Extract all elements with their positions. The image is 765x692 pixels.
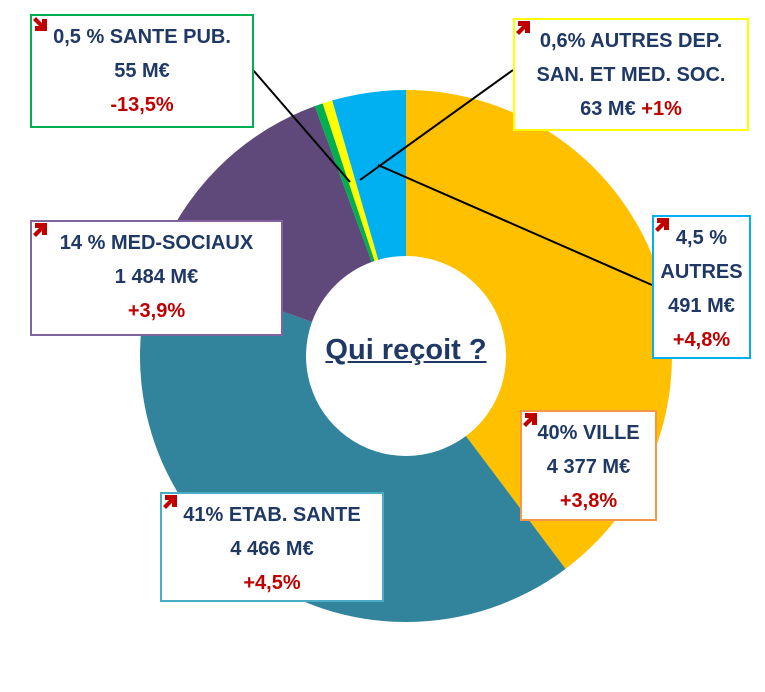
change-value: +4,8% bbox=[672, 329, 731, 351]
value-label: 0,6% bbox=[539, 30, 586, 52]
value-label: 41% bbox=[183, 504, 224, 526]
amount: 491 M€ bbox=[668, 295, 735, 317]
amount: 55 M€ bbox=[114, 60, 170, 82]
chart-title: Qui reçoit ? bbox=[325, 334, 487, 366]
label-line: +4,5% bbox=[163, 495, 376, 600]
leader-line bbox=[252, 69, 351, 183]
leader-line bbox=[359, 69, 514, 181]
label-line: 491 M€ bbox=[660, 289, 743, 323]
change-value: +3,8% bbox=[559, 490, 618, 512]
category-label: AUTRES bbox=[660, 261, 743, 283]
label-box: 4,5 % AUTRES 491 M€ +4,8% bbox=[652, 215, 751, 359]
value-label: 4,5 % bbox=[675, 227, 728, 249]
value-label: 0,5 % bbox=[53, 26, 105, 48]
label-line: 41% ETAB. SANTE bbox=[168, 498, 376, 532]
amount: 1 484 M€ bbox=[114, 266, 199, 288]
leader-line bbox=[377, 164, 653, 286]
label-line: 14 % MED-SOCIAUX bbox=[38, 226, 275, 260]
change: +3,9% bbox=[33, 223, 186, 322]
label-line: 0,5 % SANTE PUB. bbox=[38, 20, 246, 54]
category-label: AUTRES DEP. SAN. ET MED. SOC. bbox=[536, 30, 726, 86]
label-box: 41% ETAB. SANTE 4 466 M€ +4,5% bbox=[160, 492, 384, 602]
change: +4,5% bbox=[163, 495, 301, 594]
value-label: 14 % bbox=[59, 232, 106, 254]
trend-arrow bbox=[523, 413, 537, 427]
donut-slice bbox=[322, 100, 379, 262]
change-value: -13,5% bbox=[110, 94, 174, 116]
change: +3,8% bbox=[523, 413, 618, 512]
label-box: 14 % MED-SOCIAUX 1 484 M€ +3,9% bbox=[30, 220, 283, 336]
donut-slice bbox=[314, 103, 375, 263]
label-line: 4 377 M€ bbox=[528, 450, 649, 484]
label-line: +3,9% bbox=[33, 223, 275, 328]
category-label: SANTE PUB. bbox=[109, 26, 231, 48]
category-label: VILLE bbox=[582, 422, 640, 444]
trend-arrow bbox=[33, 17, 47, 31]
change-value: +1% bbox=[641, 98, 682, 120]
amount: 63 M€ bbox=[580, 98, 636, 120]
amount: 4 466 M€ bbox=[230, 538, 314, 560]
value-label: 40% bbox=[537, 422, 578, 444]
trend-arrow bbox=[655, 218, 669, 232]
label-line: 55 M€ bbox=[38, 54, 246, 88]
change-value: +3,9% bbox=[127, 300, 186, 322]
trend-arrow bbox=[33, 223, 47, 237]
label-line: 4 466 M€ bbox=[168, 532, 376, 566]
donut-slice bbox=[332, 90, 406, 260]
category-label: MED-SOCIAUX bbox=[110, 232, 254, 254]
change: +4,8% bbox=[655, 218, 731, 351]
label-line: +3,8% bbox=[523, 413, 649, 518]
label-box: 0,6% AUTRES DEP. SAN. ET MED. SOC. 63 M€ … bbox=[513, 18, 749, 131]
amount: 4 377 M€ bbox=[546, 456, 631, 478]
label-line: -13,5% bbox=[33, 17, 246, 122]
label-line: 40% VILLE bbox=[528, 416, 649, 450]
trend-arrow bbox=[163, 495, 177, 509]
change: +1% bbox=[516, 21, 682, 120]
label-line: 0,6% AUTRES DEP. SAN. ET MED. SOC. bbox=[521, 24, 741, 92]
label-box: 40% VILLE 4 377 M€ +3,8% bbox=[520, 410, 657, 521]
category-label: ETAB. SANTE bbox=[228, 504, 361, 526]
label-line: 1 484 M€ bbox=[38, 260, 275, 294]
label-box: 0,5 % SANTE PUB. 55 M€ -13,5% bbox=[30, 14, 254, 128]
change-value: +4,5% bbox=[243, 572, 301, 594]
label-line: 63 M€ +1% bbox=[516, 21, 741, 126]
label-line: 4,5 % AUTRES bbox=[660, 221, 743, 289]
change: -13,5% bbox=[33, 17, 174, 116]
label-line: +4,8% bbox=[655, 218, 743, 357]
trend-arrow bbox=[516, 21, 530, 35]
